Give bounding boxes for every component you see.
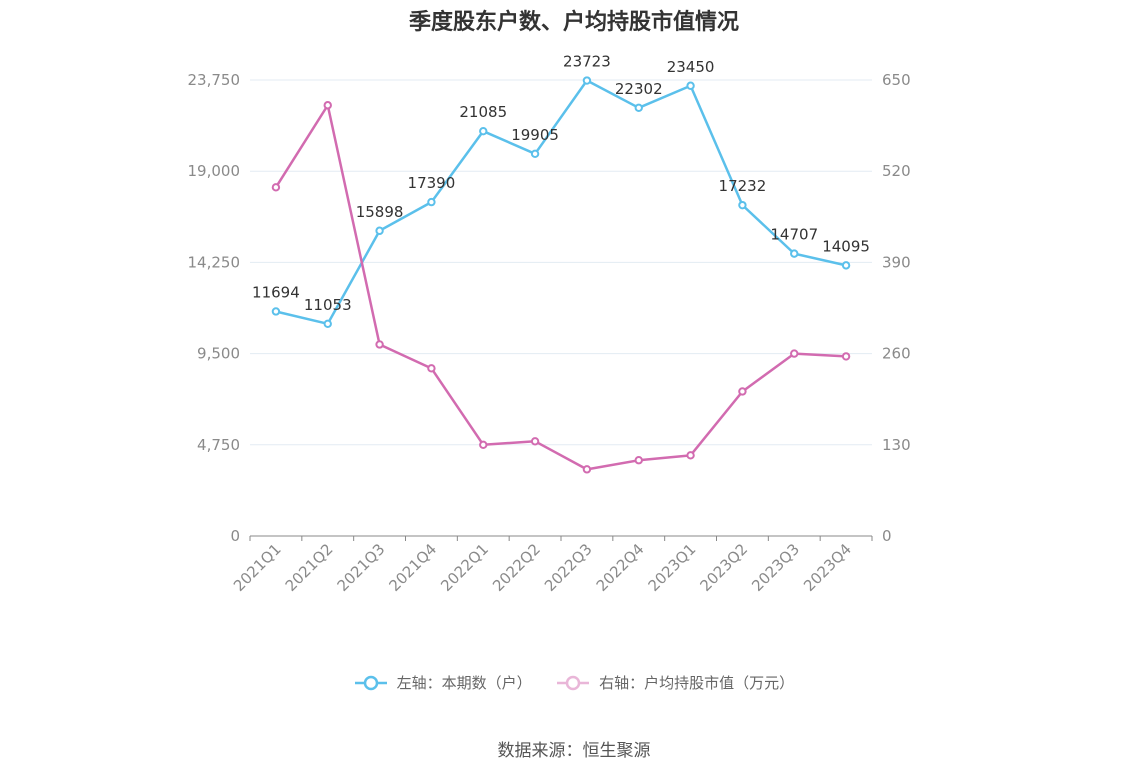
- data-label: 11694: [252, 283, 300, 301]
- legend-item-left[interactable]: 左轴：本期数（户）: [354, 672, 532, 693]
- data-point-right: [790, 349, 799, 358]
- x-tick-label: 2023Q2: [696, 540, 751, 595]
- data-label: 14707: [770, 226, 818, 244]
- data-point-right: [634, 456, 643, 465]
- data-point-left: [427, 197, 436, 207]
- x-tick-label: 2022Q3: [541, 540, 596, 595]
- data-point-right: [323, 101, 332, 110]
- x-tick-label: 2021Q3: [334, 540, 389, 595]
- data-label: 23723: [563, 53, 611, 71]
- data-point-left: [841, 261, 851, 270]
- legend: 左轴：本期数（户） 右轴：户均持股市值（万元）: [0, 672, 1148, 693]
- y-right-tick-label: 650: [882, 71, 911, 89]
- data-label: 23450: [667, 58, 715, 76]
- x-tick-label: 2022Q1: [437, 540, 492, 595]
- data-point-left: [271, 307, 281, 316]
- y-left-tick-label: 23,750: [188, 71, 241, 89]
- axes: 0 0 4,750 130 9,500 260 14,250 390 19,000 520 23,7…: [188, 71, 911, 595]
- data-point-right: [582, 465, 592, 474]
- data-label: 11053: [304, 296, 352, 314]
- data-point-right: [841, 352, 851, 361]
- y-right-tick-label: 130: [882, 436, 911, 454]
- series-line-left: [275, 79, 847, 326]
- x-tick-label: 2023Q4: [800, 540, 855, 595]
- grid-lines: [250, 79, 872, 446]
- y-right-tick-label: 520: [882, 162, 911, 180]
- data-point-left: [582, 76, 592, 85]
- data-label: 14095: [822, 237, 870, 255]
- series-line-right: [274, 104, 847, 471]
- y-left-tick-label: 9,500: [197, 345, 240, 363]
- y-left-tick-label: 0: [230, 527, 240, 545]
- chart-title: 季度股东户数、户均持股市值情况: [408, 10, 739, 35]
- data-label: 22302: [615, 80, 663, 98]
- x-tick-label: 2021Q2: [282, 540, 337, 595]
- data-point-left: [479, 126, 488, 136]
- data-point-right: [479, 440, 488, 449]
- source-note: 数据来源：恒生聚源: [497, 741, 651, 761]
- data-point-left: [686, 81, 695, 90]
- x-tick-label: 2022Q4: [593, 540, 648, 595]
- x-tick-label: 2023Q1: [645, 540, 700, 595]
- legend-label-right: 右轴：户均持股市值（万元）: [599, 674, 795, 692]
- data-point-right: [271, 183, 281, 192]
- legend-label-left: 左轴：本期数（户）: [396, 674, 532, 692]
- data-point-right: [738, 387, 747, 396]
- y-right-tick-label: 390: [882, 253, 911, 271]
- y-left-tick-label: 4,750: [197, 436, 240, 454]
- data-label: 15898: [356, 203, 404, 221]
- data-point-right: [530, 437, 540, 446]
- y-right-tick-label: 0: [882, 527, 892, 545]
- x-tick-label: 2021Q4: [385, 540, 440, 595]
- data-point-right: [427, 364, 436, 373]
- x-tick-label: 2023Q3: [748, 540, 803, 595]
- data-point-left: [375, 226, 384, 235]
- data-label: 19905: [511, 126, 559, 144]
- data-point-left: [790, 249, 799, 258]
- data-point-right: [375, 340, 384, 349]
- data-point-right: [686, 451, 695, 460]
- x-tick-label: 2021Q1: [230, 540, 285, 595]
- data-point-left: [634, 103, 643, 113]
- series: [271, 76, 851, 474]
- legend-marker-left-icon: [354, 675, 387, 690]
- data-point-left: [530, 149, 540, 159]
- data-label: 21085: [459, 103, 507, 121]
- data-label: 17232: [719, 177, 767, 195]
- y-right-tick-label: 260: [882, 345, 911, 363]
- data-point-left: [738, 200, 747, 210]
- y-left-tick-label: 14,250: [188, 253, 241, 271]
- data-label: 17390: [408, 174, 456, 192]
- x-tick-label: 2022Q2: [489, 540, 544, 595]
- line-chart: 0 0 4,750 130 9,500 260 14,250 390 19,000 520 23,7…: [188, 53, 911, 595]
- legend-marker-right-icon: [557, 675, 590, 690]
- y-left-tick-label: 19,000: [188, 162, 241, 180]
- legend-item-right[interactable]: 右轴：户均持股市值（万元）: [556, 672, 794, 693]
- data-point-left: [323, 319, 332, 328]
